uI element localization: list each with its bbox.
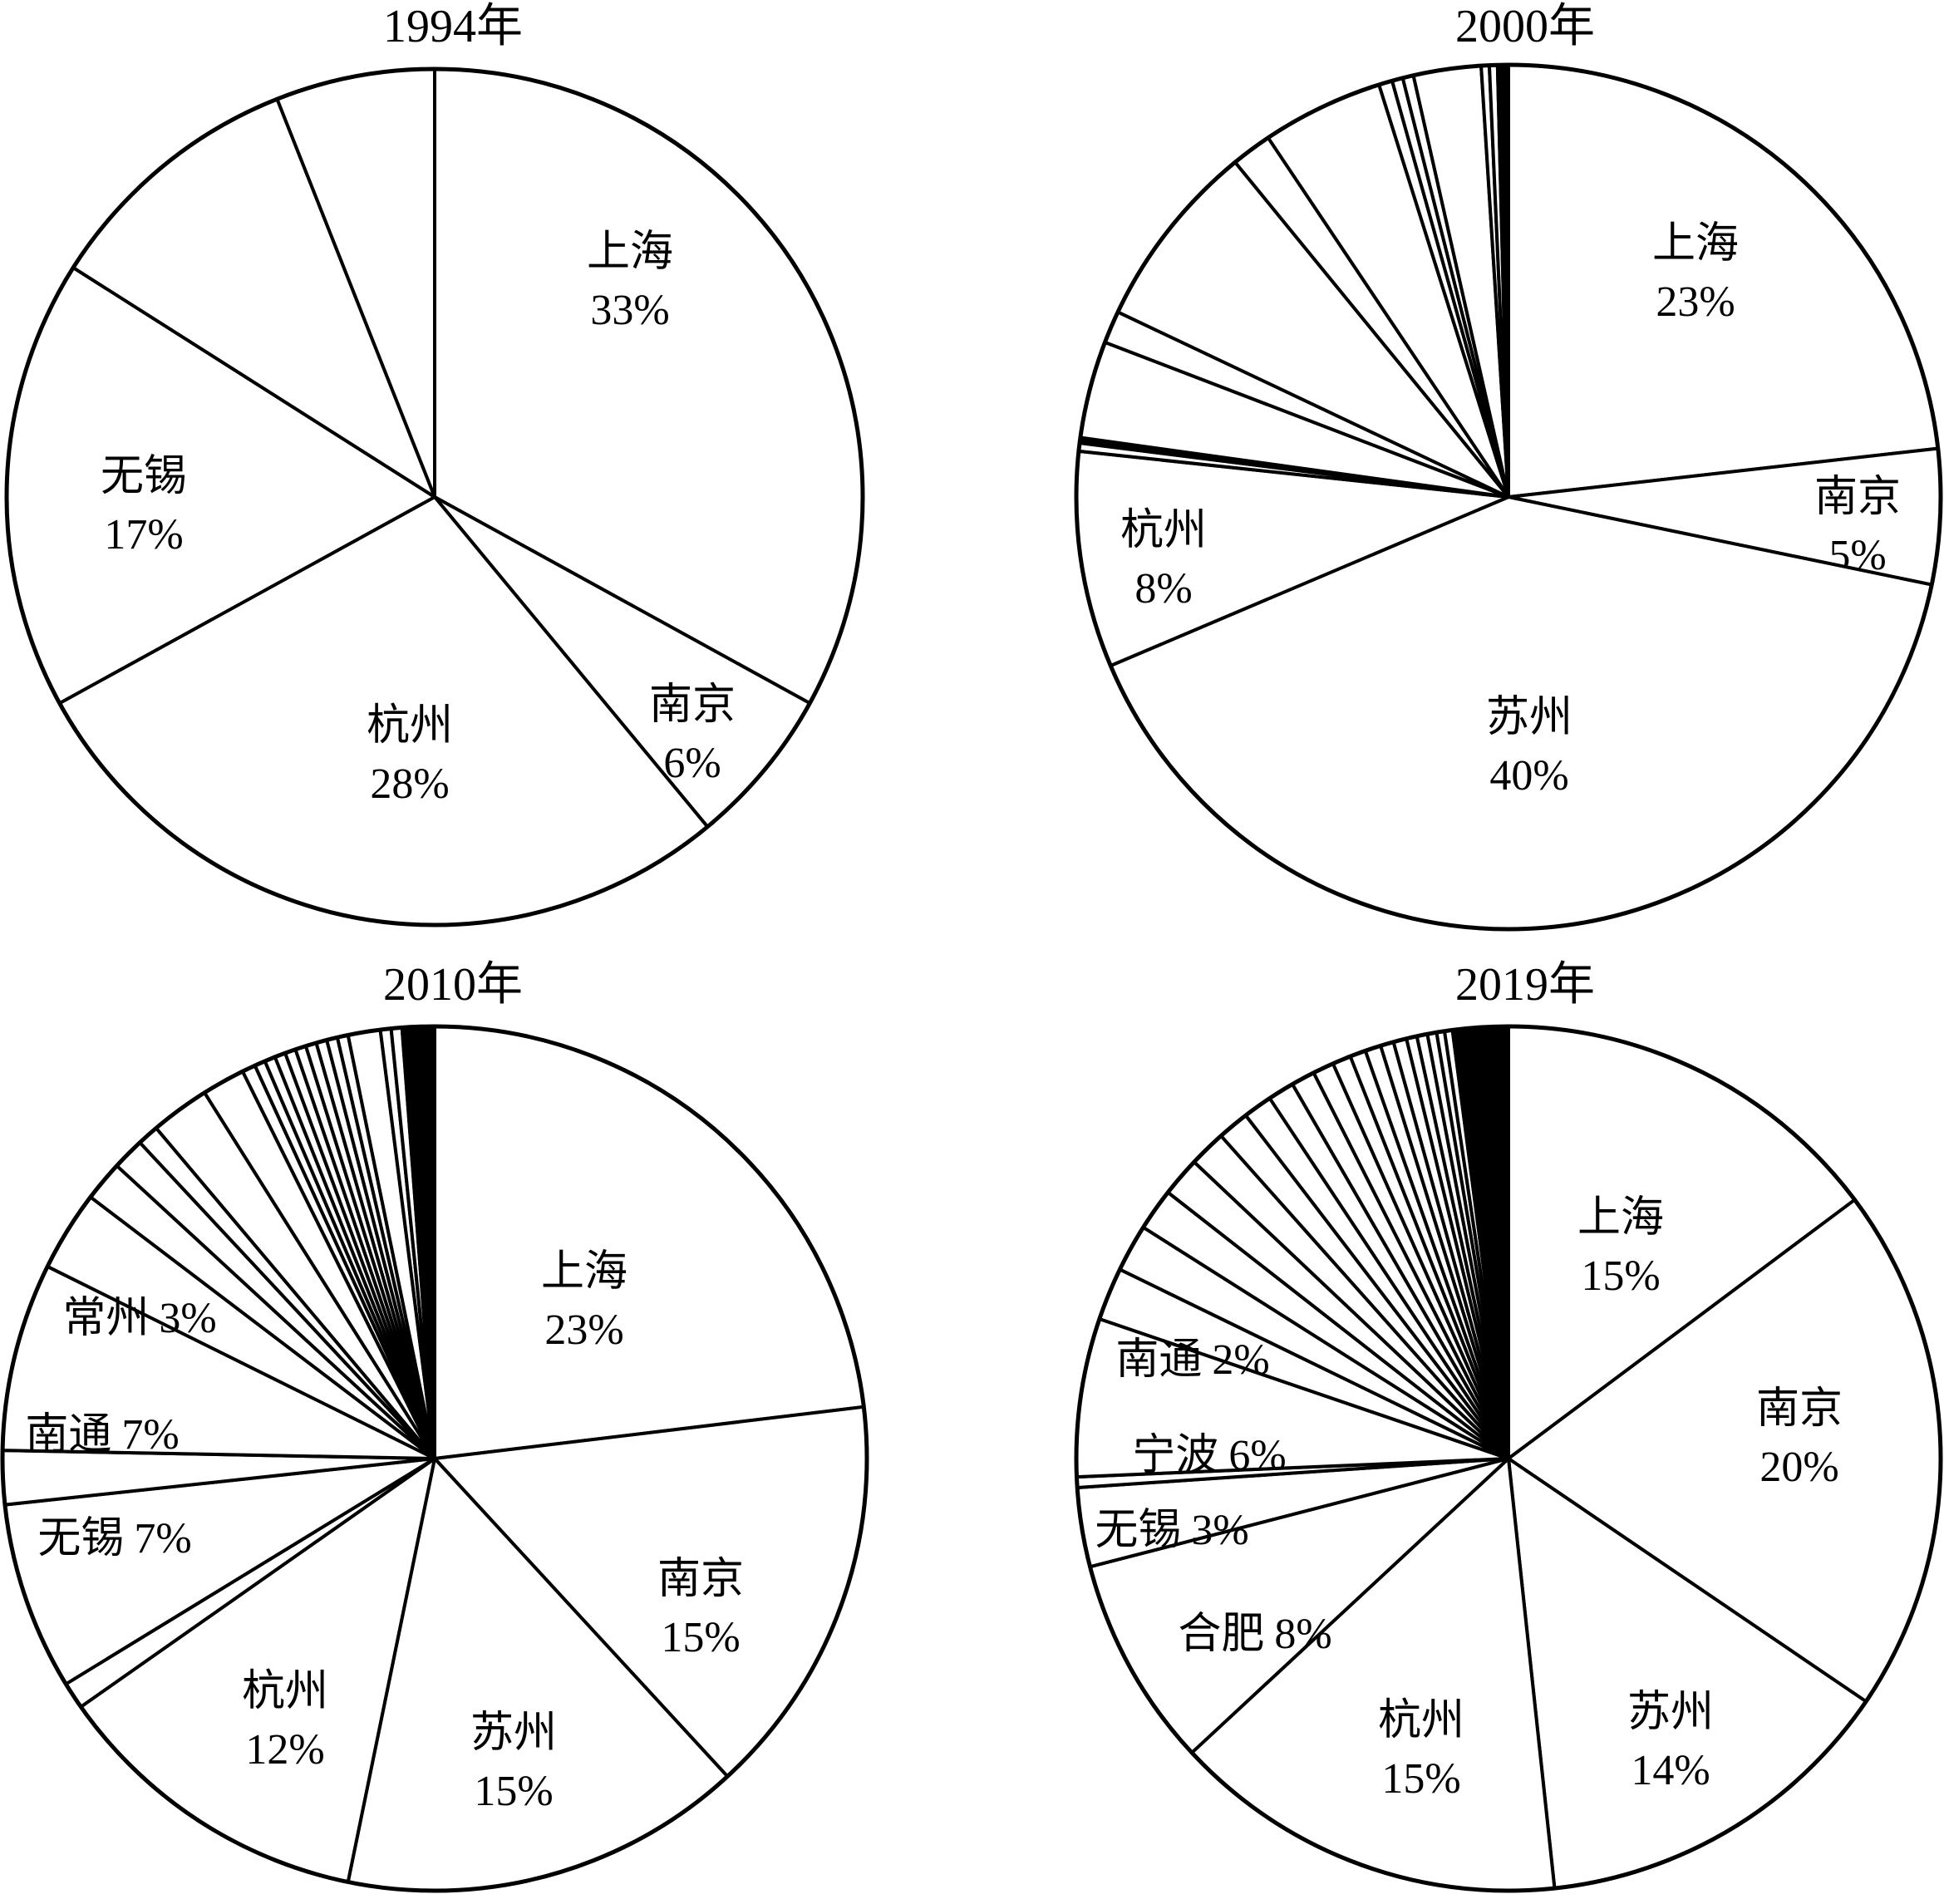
slice-percent: 8%: [1134, 565, 1192, 613]
chart-title: 1994年: [383, 1, 523, 52]
slice-label: 无锡 3%: [1095, 1507, 1248, 1554]
slice-label: 南通 7%: [25, 1411, 179, 1459]
slice-label: 无锡: [101, 453, 187, 500]
slice-label: 苏州: [1627, 1689, 1714, 1736]
slice-label: 苏州: [470, 1710, 557, 1757]
pie-outline: [4, 66, 865, 927]
slice-label: 上海: [1652, 220, 1739, 268]
slice-percent: 15%: [661, 1614, 740, 1661]
slice-percent: 17%: [104, 511, 183, 558]
slice-label: 杭州: [242, 1668, 328, 1715]
slice-percent: 14%: [1631, 1747, 1710, 1794]
slice-percent: 6%: [663, 740, 721, 787]
slice-percent: 23%: [544, 1306, 623, 1354]
slice-percent: 40%: [1489, 752, 1568, 799]
slice-label: 上海: [1577, 1194, 1664, 1242]
slice-percent: 15%: [1581, 1252, 1660, 1300]
pie-outline: [1074, 1024, 1943, 1893]
slice-label: 南京: [1814, 474, 1901, 521]
slice-percent: 15%: [1381, 1755, 1460, 1803]
slice-label: 南京: [657, 1556, 744, 1603]
slice-label: 常州 3%: [62, 1295, 216, 1342]
pie-outline: [1074, 62, 1943, 932]
slice-label: 苏州: [1486, 694, 1572, 741]
slice-label: 上海: [541, 1248, 627, 1296]
slice-label: 合肥 8%: [1178, 1611, 1331, 1658]
slice-percent: 20%: [1759, 1444, 1838, 1491]
slice-percent: 28%: [370, 760, 449, 808]
slice-label: 南京: [1756, 1385, 1843, 1433]
slice-percent: 33%: [590, 287, 669, 334]
slice-label: 南京: [649, 681, 736, 729]
chart-title: 2010年: [383, 959, 523, 1011]
slice-label: 无锡 7%: [37, 1515, 191, 1562]
slice-percent: 12%: [245, 1726, 324, 1774]
slice-percent: 23%: [1656, 278, 1735, 326]
slice-label: 杭州: [1378, 1697, 1464, 1744]
slice-label: 杭州: [367, 702, 453, 750]
slice-label: 南通 2%: [1115, 1336, 1269, 1384]
slice-label: 宁波 6%: [1132, 1432, 1286, 1479]
slice-percent: 15%: [474, 1768, 553, 1815]
chart-title: 2000年: [1455, 1, 1595, 52]
slice-label: 杭州: [1120, 507, 1207, 554]
pie-slice-上海: [433, 1025, 866, 1460]
pie-outline: [0, 1024, 869, 1893]
slice-label: 上海: [587, 229, 673, 276]
chart-title: 2019年: [1455, 959, 1595, 1011]
